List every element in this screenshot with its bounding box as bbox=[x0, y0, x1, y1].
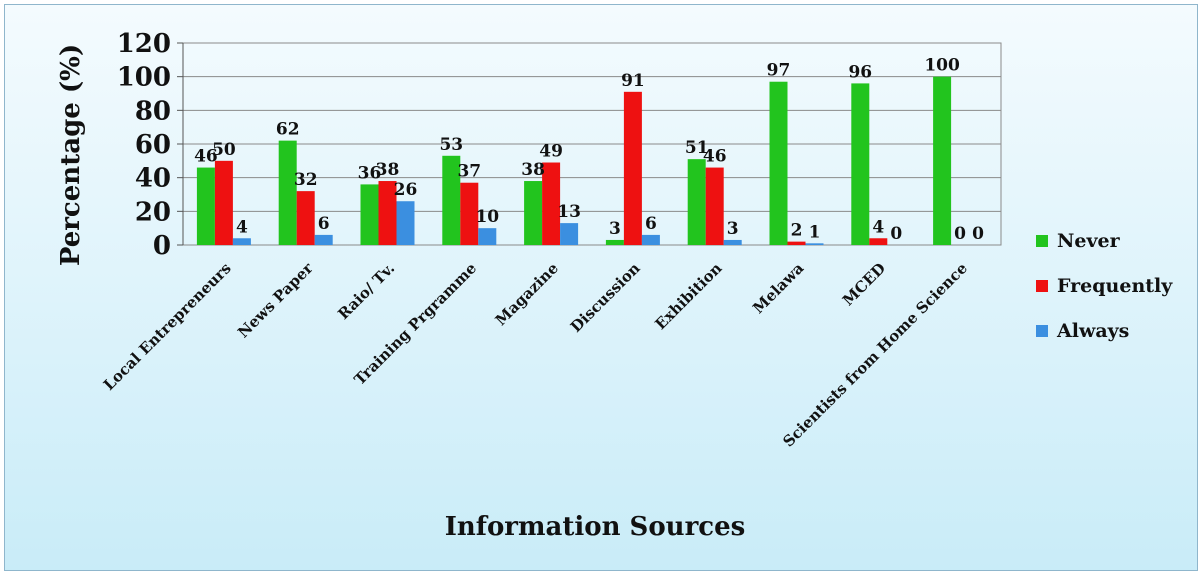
data-label-never: 62 bbox=[276, 120, 300, 140]
y-tick-label: 120 bbox=[117, 29, 171, 59]
x-tick-label: News Paper bbox=[234, 258, 317, 341]
data-label-always: 6 bbox=[318, 214, 330, 234]
x-tick-label: Magazine bbox=[492, 259, 562, 329]
x-axis-title: Information Sources bbox=[445, 512, 746, 542]
data-label-never: 97 bbox=[767, 61, 791, 81]
bar-never bbox=[769, 81, 788, 245]
bar-always bbox=[314, 234, 333, 245]
data-label-frequently: 37 bbox=[457, 162, 481, 182]
bar-never bbox=[605, 239, 624, 245]
data-label-frequently: 32 bbox=[294, 170, 318, 190]
legend-swatch-never bbox=[1036, 235, 1048, 247]
data-label-frequently: 49 bbox=[539, 142, 563, 162]
data-label-never: 3 bbox=[609, 219, 621, 239]
y-tick-label: 20 bbox=[135, 197, 171, 227]
data-label-always: 26 bbox=[394, 180, 418, 200]
bar-always bbox=[560, 223, 579, 245]
bar-never bbox=[360, 184, 379, 245]
legend-swatch-always bbox=[1036, 325, 1048, 337]
bar-frequently bbox=[787, 241, 806, 245]
bar-always bbox=[478, 228, 497, 245]
bar-frequently bbox=[378, 181, 397, 245]
data-label-always: 3 bbox=[727, 219, 739, 239]
y-tick-label: 100 bbox=[117, 63, 171, 93]
data-label-always: 0 bbox=[890, 224, 902, 244]
legend-label-always: Always bbox=[1056, 320, 1129, 342]
data-label-frequently: 0 bbox=[954, 224, 966, 244]
y-tick-label: 60 bbox=[135, 130, 171, 160]
data-label-always: 1 bbox=[809, 222, 821, 242]
bar-always bbox=[723, 239, 742, 245]
x-tick-label: Scientists from Home Science bbox=[779, 259, 971, 451]
legend-label-never: Never bbox=[1057, 230, 1121, 252]
data-label-never: 53 bbox=[439, 135, 463, 155]
data-label-always: 13 bbox=[557, 202, 581, 222]
data-label-always: 4 bbox=[236, 217, 248, 237]
y-axis-title: Percentage (%) bbox=[56, 44, 86, 266]
x-tick-label: Discussion bbox=[567, 259, 644, 336]
bar-never bbox=[196, 167, 215, 245]
bar-never bbox=[278, 140, 297, 245]
data-label-never: 46 bbox=[194, 147, 218, 167]
bar-never bbox=[933, 76, 952, 246]
y-tick-label: 40 bbox=[135, 164, 171, 194]
data-label-frequently: 4 bbox=[872, 217, 884, 237]
label-layer: 4650462326363826533710384913391651463972… bbox=[194, 56, 984, 244]
x-tick-labels: Local Entrepreneurs News Paper Raio/ Tv.Tr… bbox=[100, 258, 971, 450]
data-label-always: 6 bbox=[645, 214, 657, 234]
legend-swatch-frequently bbox=[1036, 280, 1048, 292]
bar-always bbox=[805, 243, 824, 245]
bar-frequently bbox=[460, 182, 479, 245]
bar-frequently bbox=[869, 238, 888, 245]
bar-layer bbox=[196, 76, 988, 246]
data-label-always: 0 bbox=[972, 224, 984, 244]
data-label-frequently: 2 bbox=[791, 221, 803, 241]
data-label-frequently: 46 bbox=[703, 147, 727, 167]
x-tick-label: Exhibition bbox=[651, 259, 725, 333]
bar-frequently bbox=[296, 191, 315, 245]
x-tick-label: Local Entrepreneurs bbox=[100, 259, 235, 394]
bar-never bbox=[524, 181, 543, 245]
legend-label-frequently: Frequently bbox=[1057, 275, 1173, 297]
chart-frame: 46 50 4 62 32 6 36 38 26 53 37 10 38 49 13 3 91 6 51 46 3 97 2… bbox=[4, 4, 1198, 571]
data-label-never: 100 bbox=[924, 56, 960, 76]
bar-frequently bbox=[542, 162, 561, 245]
data-label-never: 36 bbox=[358, 163, 382, 183]
data-label-never: 96 bbox=[848, 62, 872, 82]
data-label-never: 38 bbox=[521, 160, 545, 180]
chart-svg: 4650462326363826533710384913391651463972… bbox=[56, 29, 1173, 542]
bar-never bbox=[851, 83, 870, 246]
data-label-frequently: 50 bbox=[212, 140, 236, 160]
data-label-frequently: 38 bbox=[376, 160, 400, 180]
bar-always bbox=[641, 234, 660, 245]
data-label-never: 51 bbox=[685, 138, 709, 158]
y-tick-label: 0 bbox=[153, 231, 171, 261]
bar-always bbox=[232, 238, 251, 245]
y-tick-label: 80 bbox=[135, 96, 171, 126]
bar-never bbox=[442, 155, 461, 245]
legend: Never Frequently Always bbox=[1036, 230, 1173, 342]
bar-never bbox=[687, 159, 706, 245]
bar-always bbox=[396, 201, 415, 245]
x-tick-label: MCED bbox=[839, 259, 889, 309]
bar-frequently bbox=[705, 167, 724, 245]
data-label-frequently: 91 bbox=[621, 71, 645, 91]
x-tick-label: Raio/ Tv. bbox=[334, 259, 398, 323]
x-tick-label: Melawa bbox=[749, 259, 807, 317]
data-label-always: 10 bbox=[475, 207, 499, 227]
bar-frequently bbox=[623, 91, 642, 245]
bar-frequently bbox=[214, 160, 233, 245]
